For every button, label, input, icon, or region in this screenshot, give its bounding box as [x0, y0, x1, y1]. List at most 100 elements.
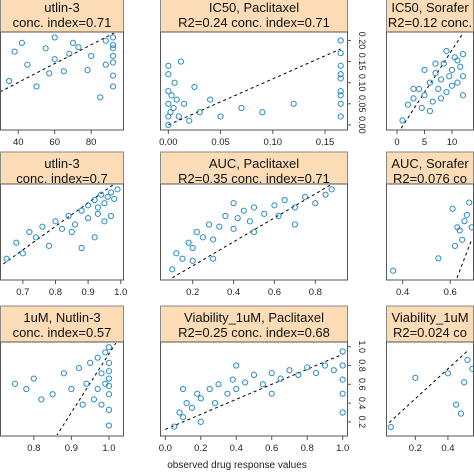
data-point: [179, 385, 187, 393]
data-point: [193, 228, 200, 236]
data-point: [290, 100, 297, 107]
data-point: [75, 44, 82, 51]
plot-area: [165, 37, 344, 129]
data-point: [91, 234, 98, 241]
data-point: [107, 212, 115, 220]
data-point: [337, 50, 344, 57]
data-point: [105, 406, 113, 413]
data-point: [437, 76, 445, 83]
x-tick-label: 1.0: [102, 443, 115, 454]
data-point: [111, 195, 118, 203]
data-point: [459, 92, 467, 99]
panel-title-line2: conc. index=0.71: [13, 15, 112, 30]
data-point: [165, 62, 172, 69]
data-point: [107, 189, 115, 196]
data-point: [171, 79, 178, 86]
data-point: [24, 61, 31, 68]
y-tick-label: 0.10: [357, 74, 367, 92]
x-tick-label: 0.4: [230, 443, 243, 454]
panel-header: [386, 305, 474, 343]
data-point: [23, 385, 30, 393]
y-tick-label: 1.0: [357, 340, 367, 353]
data-point: [250, 228, 258, 236]
data-point: [337, 113, 344, 120]
data-point: [51, 56, 58, 63]
data-point: [452, 401, 460, 408]
data-point: [337, 71, 344, 78]
data-point: [242, 379, 249, 386]
data-point: [177, 58, 184, 65]
data-point: [457, 410, 465, 417]
data-point: [230, 200, 237, 207]
x-tick-label: 0.10: [264, 137, 283, 148]
x-tick-label: 0.6: [444, 287, 457, 298]
x-tick-label: 0.2: [186, 287, 199, 298]
x-tick-label: 10: [447, 137, 458, 148]
data-point: [13, 239, 20, 246]
data-point: [42, 45, 49, 52]
data-point: [466, 199, 473, 206]
data-point: [259, 109, 266, 116]
x-tick-label: 0.2: [194, 443, 207, 454]
data-point: [194, 390, 201, 397]
y-tick-label: 0.2: [357, 416, 367, 429]
x-tick-label: 0.8: [49, 287, 62, 298]
data-point: [165, 71, 172, 78]
data-point: [312, 200, 319, 207]
data-point: [180, 100, 188, 107]
data-point: [339, 362, 346, 369]
x-tick-label: 60: [49, 137, 60, 148]
data-point: [94, 210, 101, 217]
x-tick-label: 0.00: [159, 137, 178, 148]
plot-area: [387, 350, 473, 431]
data-point: [291, 221, 298, 228]
plot-frame: [0, 341, 124, 437]
data-point: [432, 60, 439, 67]
data-point: [46, 70, 53, 77]
data-point: [11, 380, 19, 387]
data-point: [186, 117, 193, 124]
data-point: [440, 60, 447, 67]
data-point: [217, 113, 224, 120]
data-point: [337, 88, 344, 95]
data-point: [170, 104, 177, 112]
plot-area: [165, 348, 346, 430]
data-point: [275, 212, 282, 220]
data-point: [88, 52, 95, 60]
plot-frame: [386, 183, 474, 281]
x-tick-label: 0: [394, 137, 399, 148]
data-point: [238, 104, 245, 112]
plot-area: [390, 199, 473, 279]
data-point: [109, 83, 117, 90]
reference-line: [1, 33, 116, 92]
data-point: [216, 223, 223, 230]
data-point: [105, 368, 113, 375]
x-tick-label: 80: [86, 137, 97, 148]
data-point: [189, 257, 196, 264]
y-tick-label: 0.05: [357, 95, 367, 113]
panel-title-line2: R2=0.076 co: [393, 171, 467, 186]
panel-title-line1: AUC, Sorafer: [391, 156, 469, 171]
data-point: [109, 72, 117, 79]
data-point: [222, 212, 229, 220]
data-point: [268, 390, 275, 397]
data-point: [459, 73, 467, 80]
data-point: [240, 207, 247, 214]
data-point: [339, 409, 346, 416]
plot-area: [1, 33, 117, 101]
data-point: [199, 234, 207, 241]
panel-title-line2: R2=0.25 conc. index=0.68: [178, 325, 330, 340]
data-point: [250, 204, 258, 211]
data-point: [98, 370, 105, 377]
data-point: [69, 39, 77, 46]
data-point: [11, 48, 18, 55]
data-point: [60, 370, 67, 377]
data-point: [32, 234, 39, 241]
panel-title-line1: Viability_1uM: [391, 310, 468, 325]
data-point: [165, 88, 172, 95]
plot-frame: [386, 341, 474, 437]
x-tick-label: 0.15: [316, 137, 335, 148]
panel-header: [386, 0, 474, 33]
